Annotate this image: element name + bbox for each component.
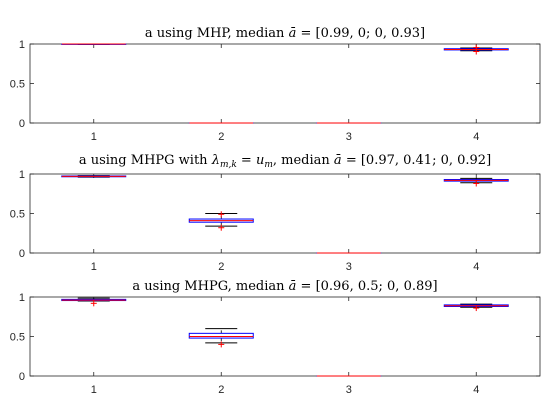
outlier-marker [473,48,480,55]
panel-2-ytick-label: 0.5 [10,209,25,221]
panel-2-title: a using MHPG with λm,k = um, median ā = … [79,153,491,170]
panel-1-axes-frame [29,43,541,124]
panel-1-ytick-label: 1 [19,39,25,51]
panel-1-box-4 [443,44,509,55]
panel-3-box-2 [188,328,254,348]
outlier-marker [473,180,480,187]
panel-3-box-1 [61,297,127,307]
panel-3-axes-frame [29,296,541,377]
panel-2-xtick-label: 2 [218,261,224,273]
panel-2-xtick-label: 3 [346,261,352,273]
panel-1-plot: 0 0.5 1 1 2 3 4 [10,39,541,143]
panel-3-ytick-label: 0.5 [10,332,25,344]
panel-3-xtick-label: 2 [218,384,224,396]
panel-3-plot: 0 0.5 1 1 2 3 4 [10,292,541,396]
panel-1-xtick-label: 1 [91,131,97,143]
panel-3-title: a using MHPG, median ā = [0.96, 0.5; 0, … [132,279,437,294]
panel-1: a using MHP, median ā = [0.99, 0; 0, 0.9… [10,26,541,143]
panel-2-axes-frame [29,173,541,254]
panel-1-xtick-label: 3 [346,131,352,143]
panel-1-xtick-label: 2 [218,131,224,143]
panel-2-ytick-label: 1 [19,169,25,181]
panel-2-box-2 [188,211,254,231]
panel-3-xtick-label: 1 [91,384,97,396]
panel-2-xtick-label: 4 [473,261,479,273]
panel-3-box-4 [443,303,509,312]
panel-3-ytick-label: 1 [19,292,25,304]
panel-2-xtick-label: 1 [91,261,97,273]
panel-1-ytick-label: 0.5 [10,79,25,91]
panel-3: a using MHPG, median ā = [0.96, 0.5; 0, … [10,279,541,396]
panel-3-ytick-label: 0 [19,371,25,383]
panel-2: a using MHPG with λm,k = um, median ā = … [10,153,541,273]
outlier-marker [218,224,225,231]
panel-1-xtick-label: 4 [473,131,479,143]
outlier-marker [218,211,225,218]
panel-2-box-1 [61,175,127,178]
panel-3-xtick-label: 3 [346,384,352,396]
outlier-marker [218,341,225,348]
panel-2-ytick-label: 0 [19,248,25,260]
panel-3-xtick-label: 4 [473,384,479,396]
panel-1-ytick-label: 0 [19,118,25,130]
iqr-box [188,332,254,339]
outlier-marker [90,300,97,307]
panel-2-box-4 [443,177,509,187]
panel-1-title: a using MHP, median ā = [0.99, 0; 0, 0.9… [145,26,425,41]
panel-2-plot: 0 0.5 1 1 2 3 4 [10,169,541,273]
outlier-marker [473,305,480,312]
